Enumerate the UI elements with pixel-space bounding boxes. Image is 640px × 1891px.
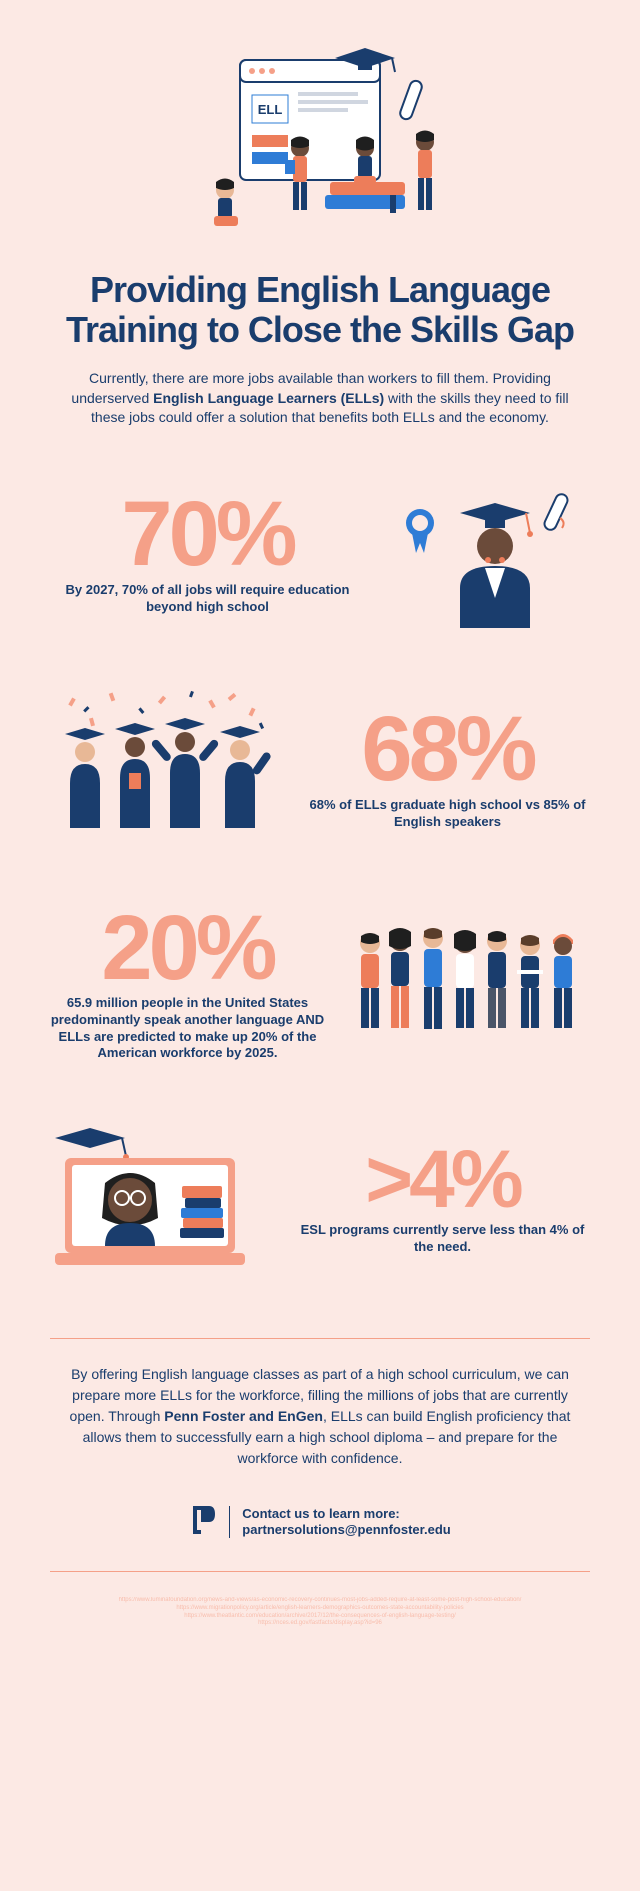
stat-row-20: 20% 65.9 million people in the United St… bbox=[50, 908, 590, 1063]
hero-illustration: ELL bbox=[50, 40, 590, 240]
contact-block: Contact us to learn more: partnersolutio… bbox=[50, 1504, 590, 1541]
stat-number-4: >4% bbox=[295, 1145, 590, 1215]
stat-row-4: >4% ESL programs currently serve less th… bbox=[50, 1118, 590, 1283]
divider-bottom bbox=[50, 1571, 590, 1572]
stat-row-70: 70% By 2027, 70% of all jobs will requir… bbox=[50, 478, 590, 633]
stat-caption-20: 65.9 million people in the United States… bbox=[50, 995, 325, 1063]
fineprint-line: https://www.theatlantic.com/education/ar… bbox=[50, 1613, 590, 1621]
main-title: Providing English Language Training to C… bbox=[50, 270, 590, 349]
stat-caption-4: ESL programs currently serve less than 4… bbox=[295, 1222, 590, 1256]
intro-paragraph: Currently, there are more jobs available… bbox=[60, 369, 580, 428]
stat-number-68: 68% bbox=[305, 710, 590, 788]
stat-number-70: 70% bbox=[50, 495, 365, 573]
brand-logo-icon bbox=[189, 1504, 217, 1541]
intro-bold: English Language Learners (ELLs) bbox=[153, 390, 384, 406]
stat-number-20: 20% bbox=[50, 909, 325, 987]
stat-caption-68: 68% of ELLs graduate high school vs 85% … bbox=[305, 797, 590, 831]
hero-screen-label: ELL bbox=[258, 102, 283, 117]
closing-bold: Penn Foster and EnGen bbox=[164, 1408, 323, 1424]
fineprint-line: https://www.migrationpolicy.org/article/… bbox=[50, 1605, 590, 1613]
stat-row-68: 68% 68% of ELLs graduate high school vs … bbox=[50, 688, 590, 853]
fineprint-sources: https://www.luminafoundation.org/news-an… bbox=[50, 1597, 590, 1628]
fineprint-line: https://nces.ed.gov/fastfacts/display.as… bbox=[50, 1620, 590, 1628]
stat-caption-70: By 2027, 70% of all jobs will require ed… bbox=[50, 582, 365, 616]
closing-paragraph: By offering English language classes as … bbox=[55, 1364, 585, 1469]
stat-illustration-grads-group bbox=[50, 688, 280, 853]
stat-illustration-graduate bbox=[390, 478, 590, 633]
fineprint-line: https://www.luminafoundation.org/news-an… bbox=[50, 1597, 590, 1605]
contact-line1: Contact us to learn more: bbox=[242, 1506, 450, 1523]
divider-top bbox=[50, 1338, 590, 1339]
contact-email[interactable]: partnersolutions@pennfoster.edu bbox=[242, 1522, 450, 1539]
stat-illustration-workers bbox=[350, 908, 590, 1063]
contact-separator bbox=[229, 1506, 230, 1538]
stat-illustration-laptop bbox=[50, 1118, 270, 1283]
infographic-page: ELL bbox=[0, 0, 640, 1658]
